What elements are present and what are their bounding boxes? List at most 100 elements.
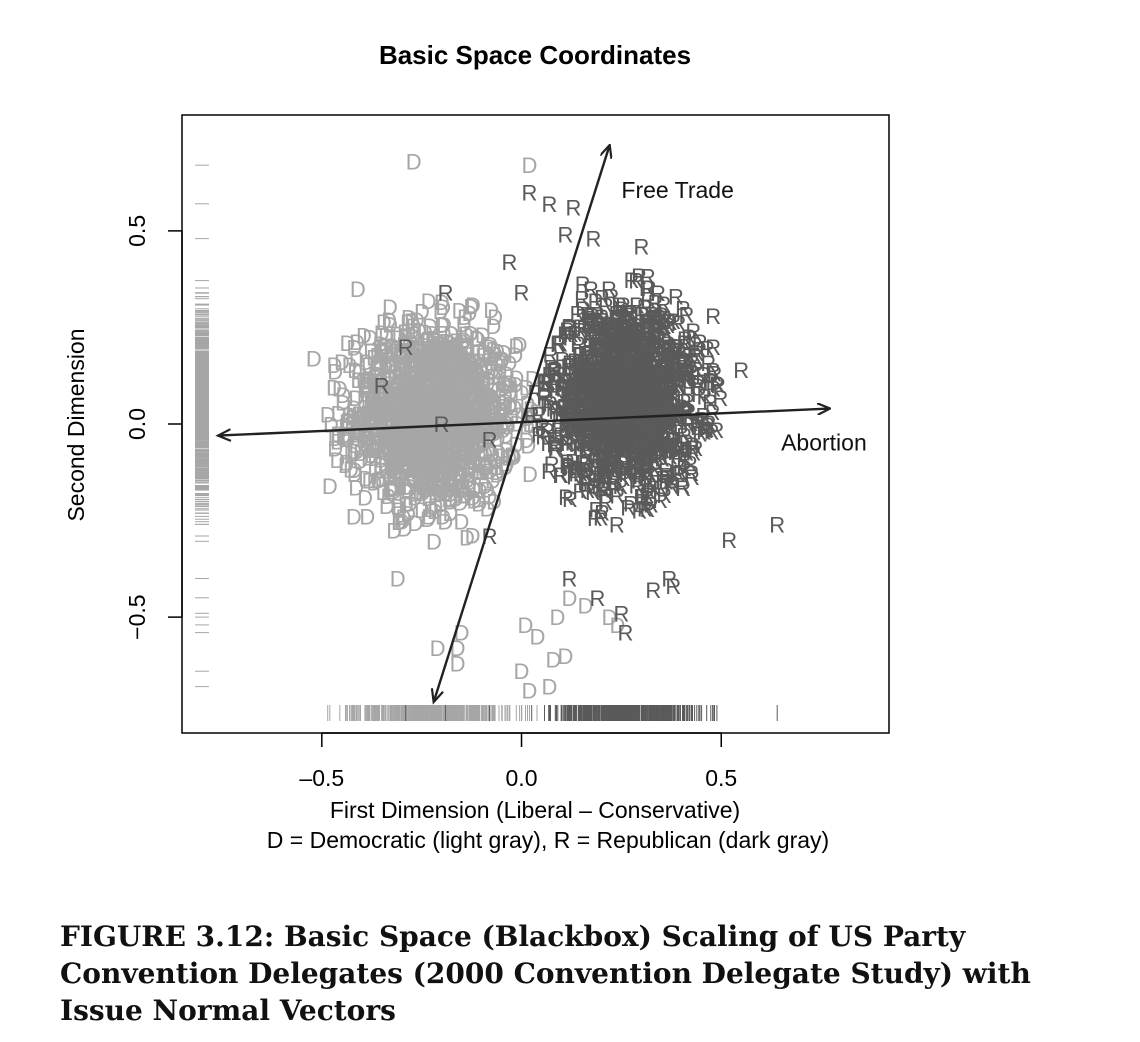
point-D: D xyxy=(413,395,429,420)
point-D: D xyxy=(397,373,413,398)
point-D: D xyxy=(458,422,474,447)
point-D: D xyxy=(461,458,477,483)
point-D: D xyxy=(425,403,441,428)
point-D: D xyxy=(410,386,426,411)
point-D: D xyxy=(332,377,348,402)
point-D: D xyxy=(448,370,464,395)
point-D: D xyxy=(457,397,473,422)
point-D: D xyxy=(414,376,430,401)
point-D: D xyxy=(394,404,410,429)
point-D: D xyxy=(389,459,405,484)
point-D: D xyxy=(347,458,363,483)
point-D: D xyxy=(428,348,444,373)
point-D: D xyxy=(446,457,462,482)
point-D: D xyxy=(437,482,453,507)
point-R: R xyxy=(502,250,518,275)
point-D: D xyxy=(406,397,422,422)
point-R: R xyxy=(589,586,605,611)
point-D: D xyxy=(457,426,473,451)
x-axis-label: First Dimension (Liberal – Conservative) xyxy=(330,797,740,823)
point-D: D xyxy=(429,388,445,413)
point-D: D xyxy=(481,343,497,368)
point-D: D xyxy=(368,437,384,462)
point-D: D xyxy=(482,450,498,475)
point-D: D xyxy=(378,458,394,483)
point-D: D xyxy=(390,567,406,592)
point-D: D xyxy=(389,418,405,443)
point-D: D xyxy=(453,425,469,450)
point-D: D xyxy=(404,387,420,412)
point-R: R xyxy=(696,420,712,445)
point-D: D xyxy=(430,636,446,661)
point-D: D xyxy=(452,451,468,476)
point-R: R xyxy=(653,442,669,467)
point-D: D xyxy=(447,355,463,380)
point-D: D xyxy=(429,328,445,353)
point-D: D xyxy=(394,427,410,452)
point-D: D xyxy=(422,340,438,365)
point-R: R xyxy=(590,374,606,399)
point-R: R xyxy=(647,298,663,323)
point-D: D xyxy=(393,343,409,368)
point-D: D xyxy=(356,423,372,448)
point-D: D xyxy=(430,382,446,407)
point-D: D xyxy=(434,337,450,362)
point-D: D xyxy=(415,390,431,415)
point-D: D xyxy=(395,403,411,428)
point-D: D xyxy=(456,397,472,422)
point-D: D xyxy=(426,444,442,469)
point-D: D xyxy=(402,474,418,499)
figure-caption: FIGURE 3.12: Basic Space (Blackbox) Scal… xyxy=(60,920,1031,1027)
point-D: D xyxy=(398,355,414,380)
point-D: D xyxy=(445,370,461,395)
point-D: D xyxy=(369,355,385,380)
point-D: D xyxy=(433,434,449,459)
point-D: D xyxy=(440,429,456,454)
point-D: D xyxy=(434,411,450,436)
point-D: D xyxy=(397,423,413,448)
point-D: D xyxy=(393,397,409,422)
point-D: D xyxy=(386,361,402,386)
point-R: R xyxy=(536,385,552,410)
point-R: R xyxy=(665,574,681,599)
point-D: D xyxy=(486,373,502,398)
point-D: D xyxy=(456,385,472,410)
point-D: D xyxy=(441,441,457,466)
point-D: D xyxy=(375,399,391,424)
point-D: D xyxy=(423,464,439,489)
point-R: R xyxy=(668,338,684,363)
point-R: R xyxy=(587,506,603,531)
point-D: D xyxy=(375,467,391,492)
point-D: D xyxy=(339,331,355,356)
point-R: R xyxy=(721,528,737,553)
point-D: D xyxy=(439,459,455,484)
point-D: D xyxy=(357,388,373,413)
point-D: D xyxy=(378,428,394,453)
point-D: D xyxy=(422,425,438,450)
point-D: D xyxy=(522,153,538,178)
point-D: D xyxy=(451,299,467,324)
point-R: R xyxy=(565,196,581,221)
point-D: D xyxy=(494,398,510,423)
point-D: D xyxy=(411,467,427,492)
point-D: D xyxy=(407,511,423,536)
point-D: D xyxy=(334,350,350,375)
point-D: D xyxy=(426,381,442,406)
point-D: D xyxy=(439,375,455,400)
point-D: D xyxy=(491,401,507,426)
point-R: R xyxy=(705,335,721,360)
point-D: D xyxy=(398,493,414,518)
point-D: D xyxy=(438,384,454,409)
vector-label: Abortion xyxy=(781,430,867,456)
point-D: D xyxy=(405,443,421,468)
point-D: D xyxy=(431,371,447,396)
point-D: D xyxy=(362,325,378,350)
point-D: D xyxy=(458,322,474,347)
point-D: D xyxy=(454,330,470,355)
point-D: D xyxy=(350,277,366,302)
point-R: R xyxy=(562,382,578,407)
point-D: D xyxy=(425,453,441,478)
point-R: R xyxy=(438,281,454,306)
point-R: R xyxy=(678,401,694,426)
point-D: D xyxy=(460,423,476,448)
